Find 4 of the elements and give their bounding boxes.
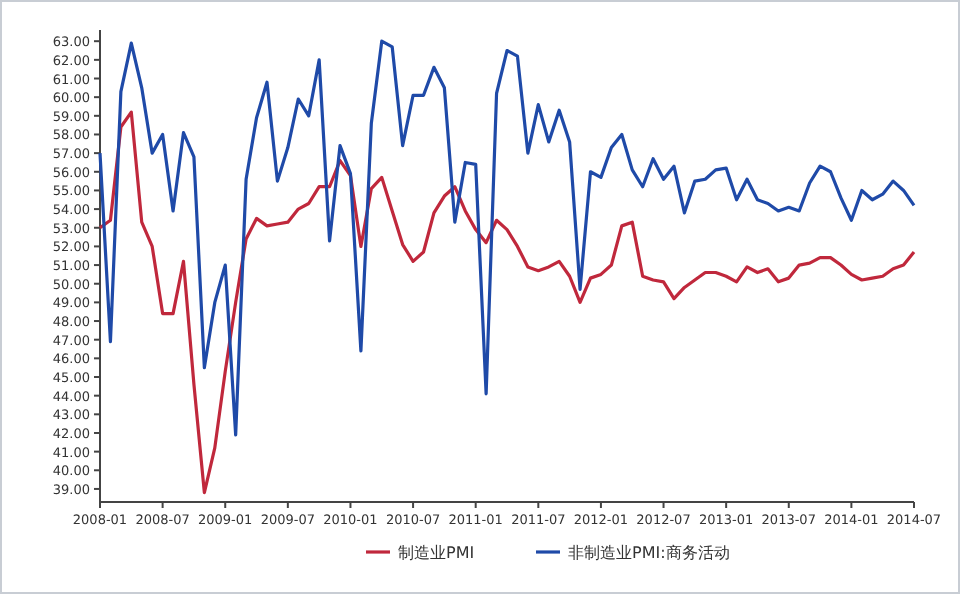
legend-label: 非制造业PMI:商务活动 [568,544,730,562]
line-series [98,39,916,437]
line-series [98,110,916,495]
legend-label: 制造业PMI [398,544,475,562]
